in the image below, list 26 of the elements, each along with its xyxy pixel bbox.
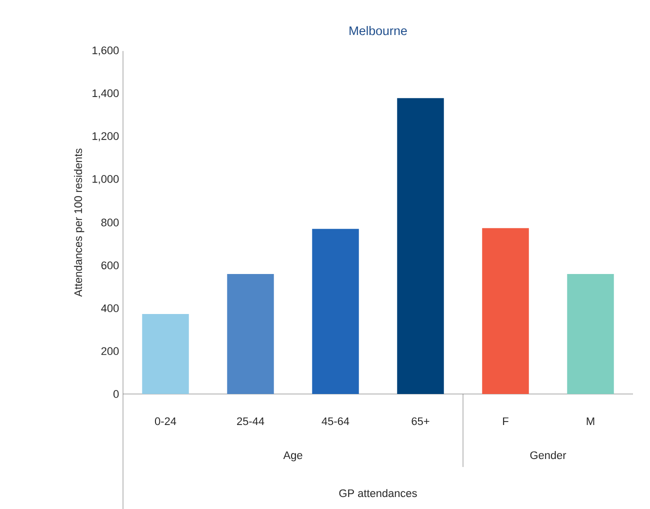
x-tick-label: 65+ bbox=[412, 417, 430, 426]
text: Gender bbox=[530, 451, 566, 460]
x-tick-label: 25-44 bbox=[237, 417, 264, 426]
bar bbox=[397, 98, 444, 394]
y-tick-label: 1,400 bbox=[92, 89, 119, 98]
y-tick-label: 0 bbox=[113, 390, 119, 398]
x-tick-label: 45-64 bbox=[322, 417, 350, 426]
x-tick-label: M bbox=[586, 417, 594, 425]
y-tick-label: 400 bbox=[101, 304, 119, 312]
y-tick-label: 200 bbox=[101, 347, 119, 356]
y-tick-label: 800 bbox=[101, 218, 119, 226]
chart-title: Melbourne bbox=[350, 26, 407, 36]
x-tick-label: F bbox=[503, 417, 508, 425]
bar bbox=[567, 274, 614, 394]
bar bbox=[482, 228, 529, 394]
x-tick-label: 0-24 bbox=[154, 417, 176, 426]
y-tick-label: 1,600 bbox=[92, 46, 119, 56]
y-axis-title: Attendances per 100 residents bbox=[74, 148, 84, 297]
bar bbox=[227, 274, 274, 394]
text: GP attendances bbox=[339, 489, 417, 498]
y-tick-label: 600 bbox=[101, 262, 119, 270]
y-tick-label: 1,200 bbox=[92, 132, 119, 142]
text: Age bbox=[283, 451, 302, 462]
bar bbox=[142, 314, 189, 394]
y-tick-label: 1,000 bbox=[92, 175, 119, 184]
bar bbox=[312, 228, 359, 394]
